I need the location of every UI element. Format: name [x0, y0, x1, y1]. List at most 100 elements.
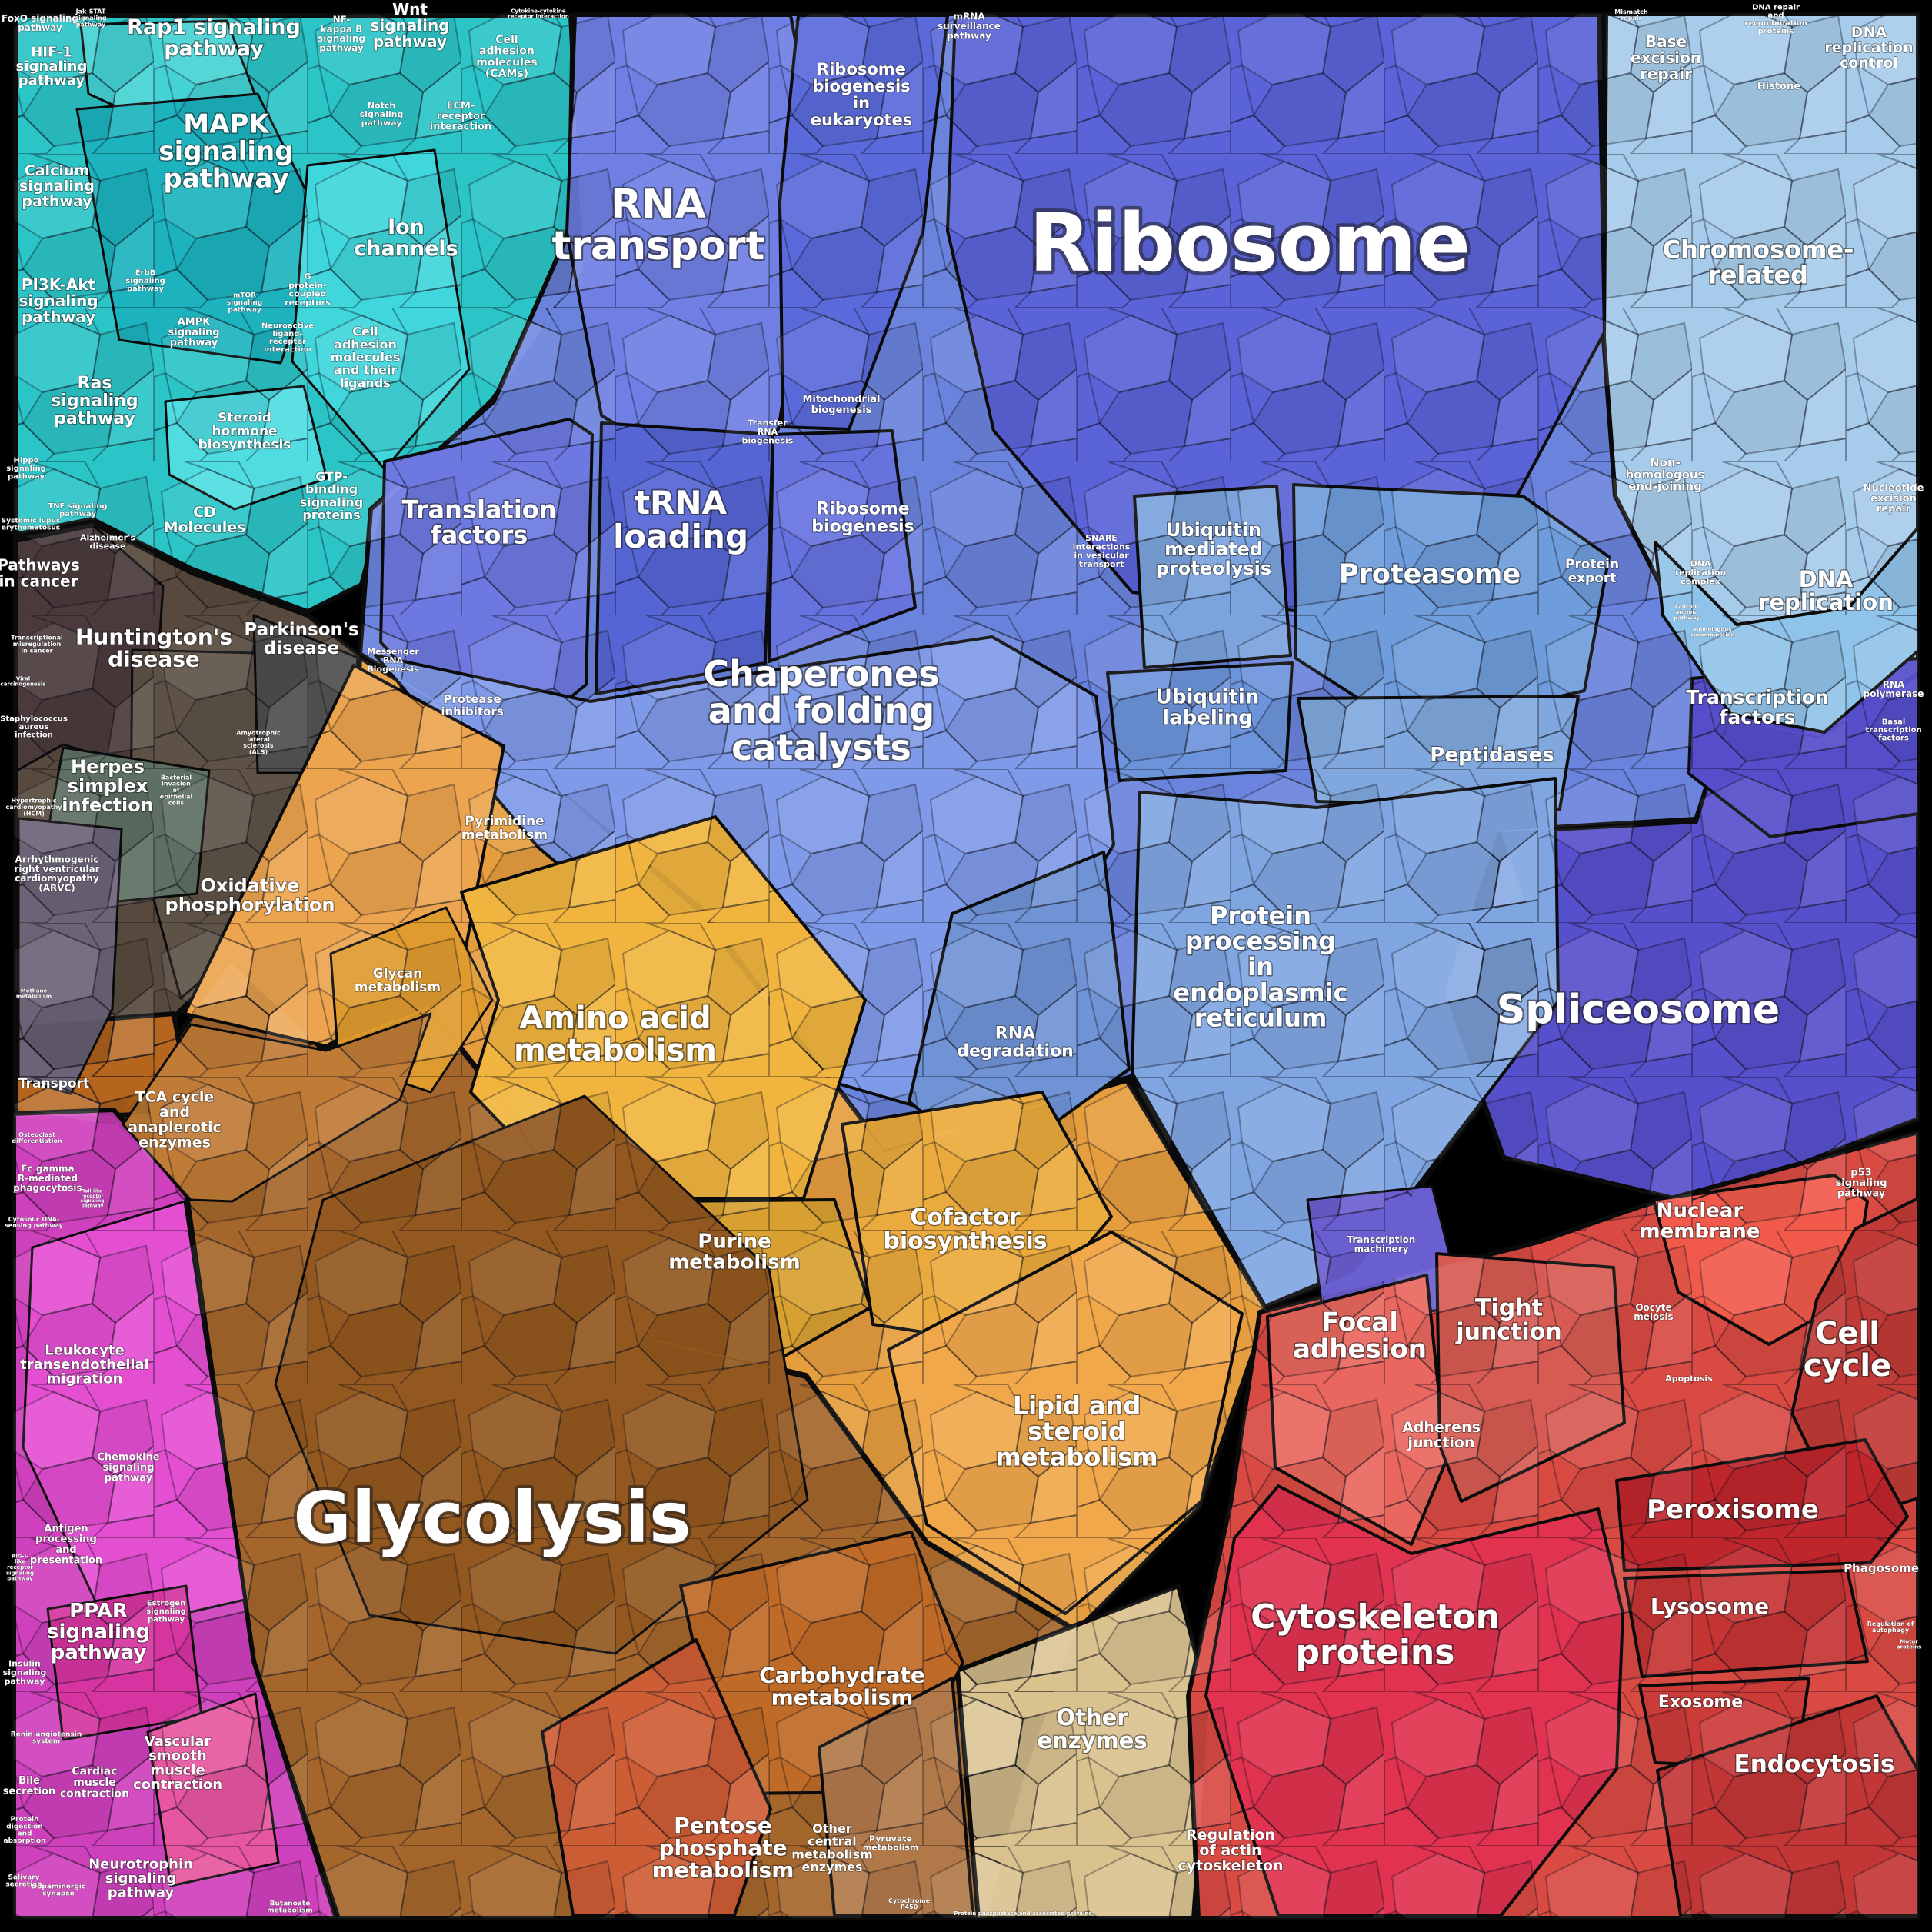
label-gtp-binding: GTP-binding signaling proteins — [300, 469, 363, 522]
label-oxphos: Oxidative phosphorylation — [165, 875, 335, 916]
label-neuroactive: Neuroactive ligand-receptor interaction — [261, 321, 314, 354]
texture-layer — [14, 14, 1918, 1918]
label-cytochrome: Cytochrome P450 — [888, 1897, 931, 1910]
label-ppar: PPAR signaling pathway — [47, 1600, 150, 1664]
label-cytokine-cytokine: Cytokine-cytokine receptor interaction — [508, 8, 569, 19]
label-hcm: Hypertrophic cardiomyopathy (HCM) — [6, 798, 63, 818]
label-glycolysis: Glycolysis — [293, 1477, 691, 1559]
label-als: Amyotrophic lateral sclerosis (ALS) — [236, 730, 281, 756]
label-cell-cycle: Cell cycle — [1804, 1316, 1891, 1384]
label-phagosome: Phagosome — [1844, 1561, 1919, 1575]
label-mismatch-repair: Mismatch repair — [1614, 8, 1648, 22]
label-other-central: Other central metabolism enzymes — [791, 1821, 873, 1874]
label-tca: TCA cycle and anaplerotic enzymes — [128, 1088, 221, 1151]
label-renin: Renin-angiotensin system — [11, 1730, 82, 1745]
label-dna-repair-recomb: DNA repair and recombination proteins — [1744, 3, 1807, 35]
label-calcium: Calcium signaling pathway — [19, 162, 95, 210]
label-tnf: TNF signaling pathway — [48, 502, 107, 518]
label-transcriptional-misreg: Transcriptional misregulation in cancer — [11, 635, 63, 655]
label-motor-proteins: Motor proteins — [1897, 1638, 1922, 1650]
label-pyruvate: Pyruvate metabolism — [863, 1834, 919, 1852]
label-salivary: Salivary secretion — [5, 1874, 42, 1888]
label-histone: Histone — [1757, 81, 1800, 92]
texture-family-blue — [360, 14, 1730, 1309]
label-rna-degradation: RNA degradation — [957, 1024, 1074, 1061]
label-dna-repl-complex: DNA replication complex — [1675, 559, 1727, 587]
label-translation-factors: Translation factors — [401, 495, 556, 549]
label-nucleotide-excision: Nucleotide excision repair — [1864, 482, 1924, 515]
label-protease-inhibitors: Protease inhibitors — [441, 692, 503, 718]
label-erbb: ErbB signaling pathway — [125, 269, 165, 294]
label-p53: p53 signaling pathway — [1836, 1167, 1887, 1199]
label-staphylococcus: Staphylococcus aureus infection — [0, 715, 68, 740]
label-bacterial-invasion: Bacterial invasion of epithelial cells — [160, 774, 193, 806]
label-pathways-cancer: Pathways in cancer — [0, 556, 80, 591]
label-rib-bio-eu: Ribosome biogenesis in eukaryotes — [811, 60, 913, 129]
label-dna-replication: DNA replication — [1758, 566, 1894, 615]
label-mapk: MAPK signaling pathway — [158, 109, 293, 195]
label-arvc: Arrhythmogenic right ventricular cardiomyo… — [14, 854, 99, 893]
label-tight-junction: Tight junction — [1455, 1294, 1561, 1345]
label-homologous-recomb: Homologous recombination — [1690, 626, 1734, 638]
label-systemic-lupus: Systemic lupus erythematosus — [2, 517, 61, 531]
label-rig-i: RIG-I-like receptor signaling pathway — [6, 1553, 34, 1581]
label-pentose: Pentose phosphate metabolism — [652, 1813, 794, 1883]
label-insulin: Insulin signaling pathway — [3, 1659, 47, 1687]
label-methane: Methane metabolism — [16, 988, 52, 999]
label-focal-adhesion: Focal adhesion — [1293, 1307, 1427, 1364]
label-butanoate: Butanoate metabolism — [267, 1900, 312, 1914]
label-ecm-receptor: ECM-receptor interaction — [430, 100, 492, 132]
label-antigen: Antigen processing and presentation — [30, 1524, 102, 1567]
label-ampk: AMPK signaling pathway — [168, 316, 220, 348]
label-other-enzymes: Other enzymes — [1037, 1704, 1147, 1754]
label-adherens: Adherens junction — [1402, 1419, 1481, 1451]
label-steroid-hormone: Steroid hormone biosynthesis — [198, 410, 291, 452]
label-base-excision: Base excision repair — [1631, 32, 1701, 83]
label-estrogen: Estrogen signaling pathway — [146, 1600, 186, 1624]
label-protein-digestion: Protein digestion and absorption — [4, 1816, 46, 1845]
label-cam-ligands: Cell adhesion molecules and their ligands — [331, 325, 401, 391]
label-hif-1: HIF-1 signaling pathway — [16, 44, 88, 88]
label-jak-stat: Jak-STAT signaling pathway — [75, 8, 107, 28]
label-cd-molecules: CD Molecules — [164, 504, 246, 536]
label-herpes: Herpes simplex infection — [62, 756, 154, 816]
label-glycan: Glycan metabolism — [355, 966, 441, 995]
label-apoptosis: Apoptosis — [1665, 1374, 1713, 1384]
texture-family-brown — [117, 963, 1075, 1918]
label-exosome: Exosome — [1658, 1693, 1743, 1712]
label-pi3k-akt: PI3K-Akt signaling pathway — [18, 275, 98, 326]
label-alzheimers: Alzheimer's disease — [80, 532, 135, 551]
label-bile: Bile secretion — [3, 1775, 55, 1797]
label-purine: Purine metabolism — [668, 1230, 801, 1274]
label-transport: Transport — [18, 1076, 89, 1091]
texture-family-tan — [958, 1586, 1209, 1918]
label-spliceosome: Spliceosome — [1497, 987, 1780, 1033]
label-trna-loading: tRNA loading — [613, 484, 748, 555]
label-amino-acid: Amino acid metabolism — [514, 1001, 717, 1068]
texture-family-indigo — [1444, 677, 1918, 1204]
label-dna-repl-control: DNA replication control — [1824, 24, 1913, 72]
label-vascular: Vascular smooth muscle contraction — [133, 1734, 222, 1793]
label-cofactor: Cofactor biosynthesis — [883, 1204, 1047, 1254]
label-neurotrophin: Neurotrophin signaling pathway — [88, 1856, 193, 1900]
label-cams: Cell adhesion molecules (CAMs) — [476, 34, 537, 80]
label-mtor: mTOR signaling pathway — [227, 292, 262, 315]
label-ubiq-labeling: Ubiquitin labeling — [1156, 685, 1260, 729]
label-carbohydrate: Carbohydrate metabolism — [759, 1662, 925, 1710]
texture-family-transport — [15, 1014, 191, 1117]
label-lysosome: Lysosome — [1651, 1594, 1769, 1619]
label-proteasome: Proteasome — [1339, 559, 1521, 590]
label-transfer-rna: Transfer RNA biogenesis — [742, 418, 794, 446]
label-reg-actin: Regulation of actin cytoskeleton — [1178, 1827, 1283, 1874]
label-fanconi: Fanconi anemia pathway — [1674, 604, 1700, 621]
label-leukocyte: Leukocyte transendothelial migration — [20, 1342, 149, 1387]
label-transcription-machinery: Transcription machinery — [1347, 1234, 1416, 1254]
label-ribosome: Ribosome — [1029, 196, 1471, 290]
label-reg-autophagy: Regulation of autophagy — [1867, 1621, 1914, 1634]
label-ion-channels: Ion channels — [354, 215, 458, 261]
texture-family-red — [1188, 1132, 1918, 1918]
